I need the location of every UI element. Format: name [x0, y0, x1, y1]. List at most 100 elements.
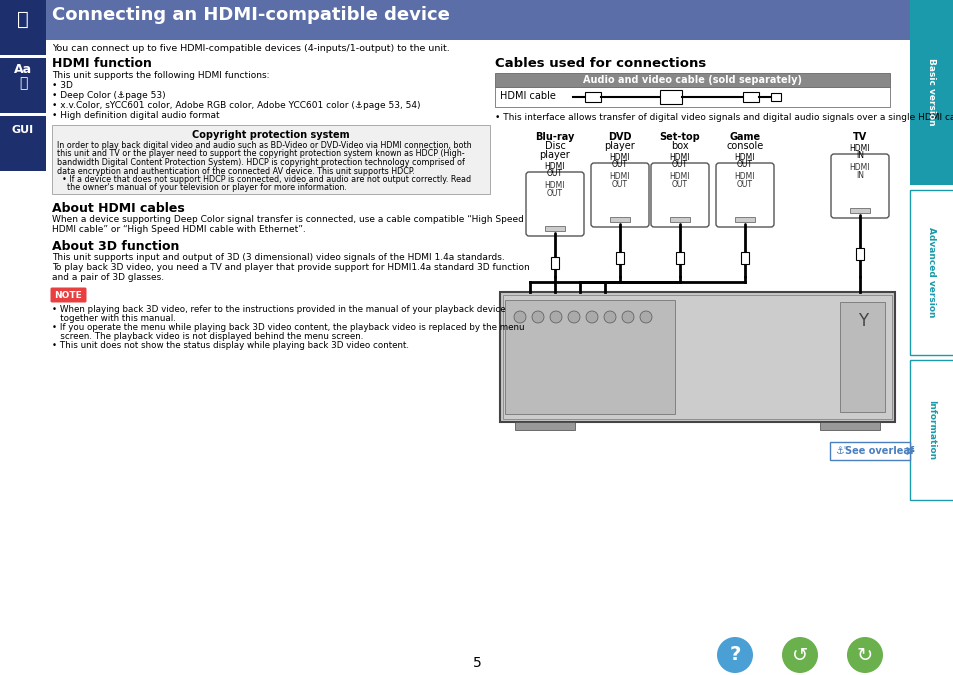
Bar — [584, 92, 600, 102]
Text: HDMI: HDMI — [544, 162, 565, 171]
FancyBboxPatch shape — [51, 288, 87, 302]
FancyBboxPatch shape — [590, 163, 648, 227]
Circle shape — [514, 311, 525, 323]
Bar — [855, 248, 863, 259]
Circle shape — [550, 311, 561, 323]
Text: ⚓": ⚓" — [834, 446, 847, 456]
Text: Audio and video cable (sold separately): Audio and video cable (sold separately) — [582, 75, 801, 85]
Text: • High definition digital audio format: • High definition digital audio format — [52, 111, 219, 120]
Text: HDMI: HDMI — [609, 172, 630, 181]
Text: OUT: OUT — [546, 189, 562, 198]
Text: HDMI: HDMI — [609, 153, 630, 162]
Text: ↺: ↺ — [791, 645, 807, 664]
Text: HDMI: HDMI — [669, 153, 690, 162]
Text: IN: IN — [855, 151, 863, 160]
Text: HDMI: HDMI — [669, 172, 690, 181]
Bar — [909, 190, 953, 355]
Bar — [616, 252, 623, 264]
Bar — [609, 217, 629, 222]
Circle shape — [717, 637, 752, 673]
Text: • 3D: • 3D — [52, 81, 72, 90]
Text: See overleaf: See overleaf — [844, 446, 913, 456]
Text: • This unit does not show the status display while playing back 3D video content: • This unit does not show the status dis… — [52, 341, 409, 350]
Bar — [770, 93, 781, 101]
FancyBboxPatch shape — [525, 172, 583, 236]
FancyBboxPatch shape — [830, 154, 888, 218]
Text: • If a device that does not support HDCP is connected, video and audio are not o: • If a device that does not support HDCP… — [57, 175, 471, 184]
Text: Connecting an HDMI-compatible device: Connecting an HDMI-compatible device — [52, 6, 450, 24]
Bar — [499, 292, 894, 422]
Circle shape — [567, 311, 579, 323]
FancyBboxPatch shape — [650, 163, 708, 227]
Bar — [0, 0, 46, 55]
Bar — [0, 116, 46, 171]
Text: In order to play back digital video and audio such as BD-Video or DVD-Video via : In order to play back digital video and … — [57, 141, 471, 150]
Text: This unit supports input and output of 3D (3 dimensional) video signals of the H: This unit supports input and output of 3… — [52, 253, 504, 262]
Text: OUT: OUT — [671, 180, 687, 189]
Text: Cables used for connections: Cables used for connections — [495, 57, 705, 70]
Circle shape — [639, 311, 651, 323]
Bar — [0, 58, 46, 113]
Text: 👓: 👓 — [19, 76, 27, 90]
Circle shape — [532, 311, 543, 323]
Bar — [659, 90, 681, 104]
Circle shape — [585, 311, 598, 323]
Circle shape — [781, 637, 817, 673]
Text: HDMI: HDMI — [849, 144, 869, 153]
Text: OUT: OUT — [671, 160, 687, 169]
Text: HDMI: HDMI — [734, 172, 755, 181]
Text: Set-top: Set-top — [659, 132, 700, 142]
Text: player: player — [604, 141, 635, 151]
Bar — [829, 442, 909, 460]
Text: box: box — [671, 141, 688, 151]
Text: OUT: OUT — [546, 169, 562, 178]
Bar — [909, 360, 953, 500]
FancyBboxPatch shape — [716, 163, 773, 227]
Text: together with this manual.: together with this manual. — [52, 314, 175, 323]
Bar — [740, 252, 748, 264]
Text: IN: IN — [855, 171, 863, 180]
Text: ↻: ↻ — [856, 645, 872, 664]
Text: Advanced version: Advanced version — [926, 227, 936, 317]
Bar — [849, 208, 869, 213]
Text: • If you operate the menu while playing back 3D video content, the playback vide: • If you operate the menu while playing … — [52, 323, 524, 332]
Bar — [669, 217, 689, 222]
Circle shape — [603, 311, 616, 323]
Bar — [742, 92, 759, 102]
Bar — [502, 295, 891, 419]
Bar — [504, 300, 675, 414]
Text: Game: Game — [729, 132, 760, 142]
Text: bandwidth Digital Content Protection System). HDCP is copyright protection techn: bandwidth Digital Content Protection Sys… — [57, 158, 464, 167]
Text: • When playing back 3D video, refer to the instructions provided in the manual o: • When playing back 3D video, refer to t… — [52, 305, 505, 314]
Bar — [495, 73, 889, 87]
Text: You can connect up to five HDMI-compatible devices (4-inputs/1-output) to the un: You can connect up to five HDMI-compatib… — [52, 44, 449, 53]
Text: • x.v.Color, sYCC601 color, Adobe RGB color, Adobe YCC601 color (⚓page 53, 54): • x.v.Color, sYCC601 color, Adobe RGB co… — [52, 101, 420, 110]
Text: HDMI: HDMI — [849, 163, 869, 172]
Text: OUT: OUT — [612, 180, 627, 189]
Bar — [0, 0, 909, 40]
Text: OUT: OUT — [612, 160, 627, 169]
Bar — [551, 256, 558, 269]
Text: HDMI cable” or “High Speed HDMI cable with Ethernet”.: HDMI cable” or “High Speed HDMI cable wi… — [52, 225, 305, 234]
Text: HDMI function: HDMI function — [52, 57, 152, 70]
Bar — [52, 125, 490, 194]
Text: Blu-ray: Blu-ray — [535, 132, 574, 142]
Text: player: player — [539, 150, 570, 160]
Bar — [495, 87, 889, 107]
Bar — [820, 422, 879, 430]
Text: OUT: OUT — [737, 180, 752, 189]
Text: • Deep Color (⚓page 53): • Deep Color (⚓page 53) — [52, 91, 166, 100]
Text: console: console — [725, 141, 762, 151]
Text: This unit supports the following HDMI functions:: This unit supports the following HDMI fu… — [52, 71, 269, 80]
Bar — [52, 289, 85, 301]
Text: and a pair of 3D glasses.: and a pair of 3D glasses. — [52, 273, 164, 282]
Text: 🕮: 🕮 — [17, 10, 29, 29]
Text: To play back 3D video, you need a TV and player that provide support for HDMI1.4: To play back 3D video, you need a TV and… — [52, 263, 529, 272]
Text: 5: 5 — [472, 656, 481, 670]
Text: HDMI cable: HDMI cable — [499, 91, 556, 101]
Text: screen. The playback video is not displayed behind the menu screen.: screen. The playback video is not displa… — [52, 332, 363, 341]
Text: GUI: GUI — [12, 125, 34, 135]
Text: Aa: Aa — [14, 63, 32, 76]
Text: About 3D function: About 3D function — [52, 240, 179, 253]
Text: Y: Y — [857, 312, 867, 330]
